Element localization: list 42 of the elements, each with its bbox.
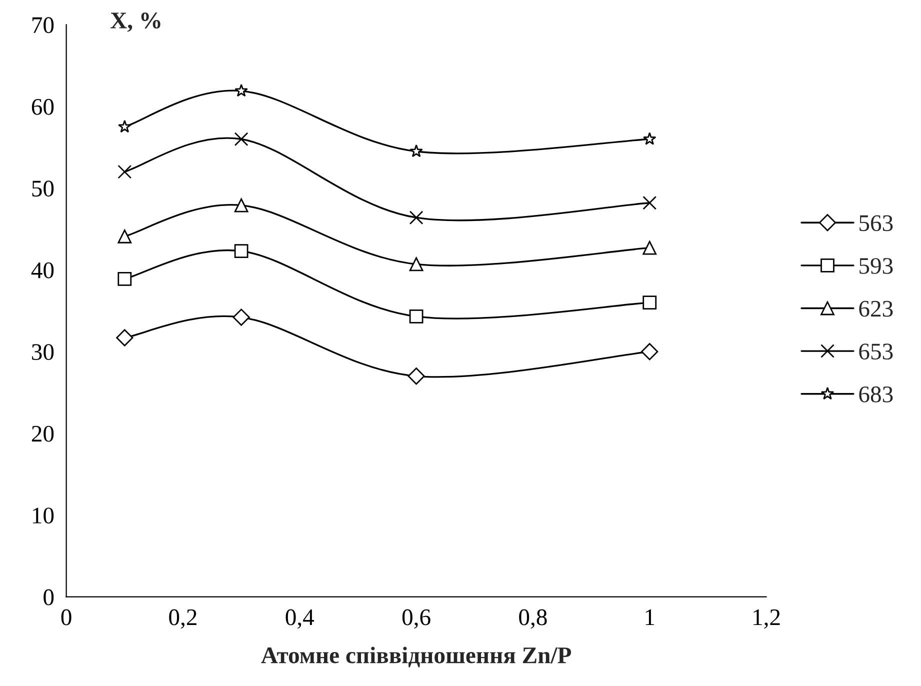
point	[642, 132, 656, 145]
point	[642, 196, 657, 210]
point	[409, 310, 424, 324]
point	[234, 198, 248, 212]
point	[118, 120, 132, 133]
x-tick-label: 0	[61, 609, 72, 626]
point	[642, 240, 657, 255]
legend-label: 593	[860, 258, 893, 274]
y-tick-label: 0	[44, 589, 54, 606]
point	[116, 329, 134, 346]
legend-label: 683	[859, 386, 893, 402]
y-tick-label: 10	[32, 508, 54, 524]
legend-label: 653	[859, 344, 893, 360]
y-tick-label: 60	[32, 98, 54, 115]
point	[641, 343, 658, 360]
x-tick-label: 1	[646, 609, 654, 626]
x-axis-title: Атомне співвідношення Zn/P	[261, 646, 572, 668]
y-tick-label: 70	[32, 17, 54, 34]
y-tick-label: 50	[32, 180, 54, 197]
legend-label: 563	[860, 215, 893, 232]
x-tick-label: 0,6	[402, 609, 430, 629]
legend-label: 623	[859, 300, 893, 317]
point	[410, 144, 423, 158]
x-tick-label: 1,2	[754, 609, 780, 629]
point	[234, 244, 248, 258]
x-tick-label: 0,4	[286, 609, 314, 629]
x-tick-label: 0,2	[169, 609, 196, 629]
y-axis-title: X, %	[110, 12, 160, 32]
point	[408, 368, 425, 385]
point	[118, 272, 132, 286]
point	[234, 84, 248, 97]
point	[409, 257, 424, 272]
point	[234, 132, 248, 146]
x-tick-label: 0,8	[519, 609, 547, 629]
point	[118, 229, 132, 244]
y-tick-label: 40	[31, 262, 54, 278]
point	[409, 210, 424, 225]
point	[118, 164, 132, 179]
y-tick-label: 30	[32, 344, 54, 360]
point	[642, 296, 657, 310]
y-tick-label: 20	[32, 426, 54, 442]
point	[232, 308, 250, 326]
